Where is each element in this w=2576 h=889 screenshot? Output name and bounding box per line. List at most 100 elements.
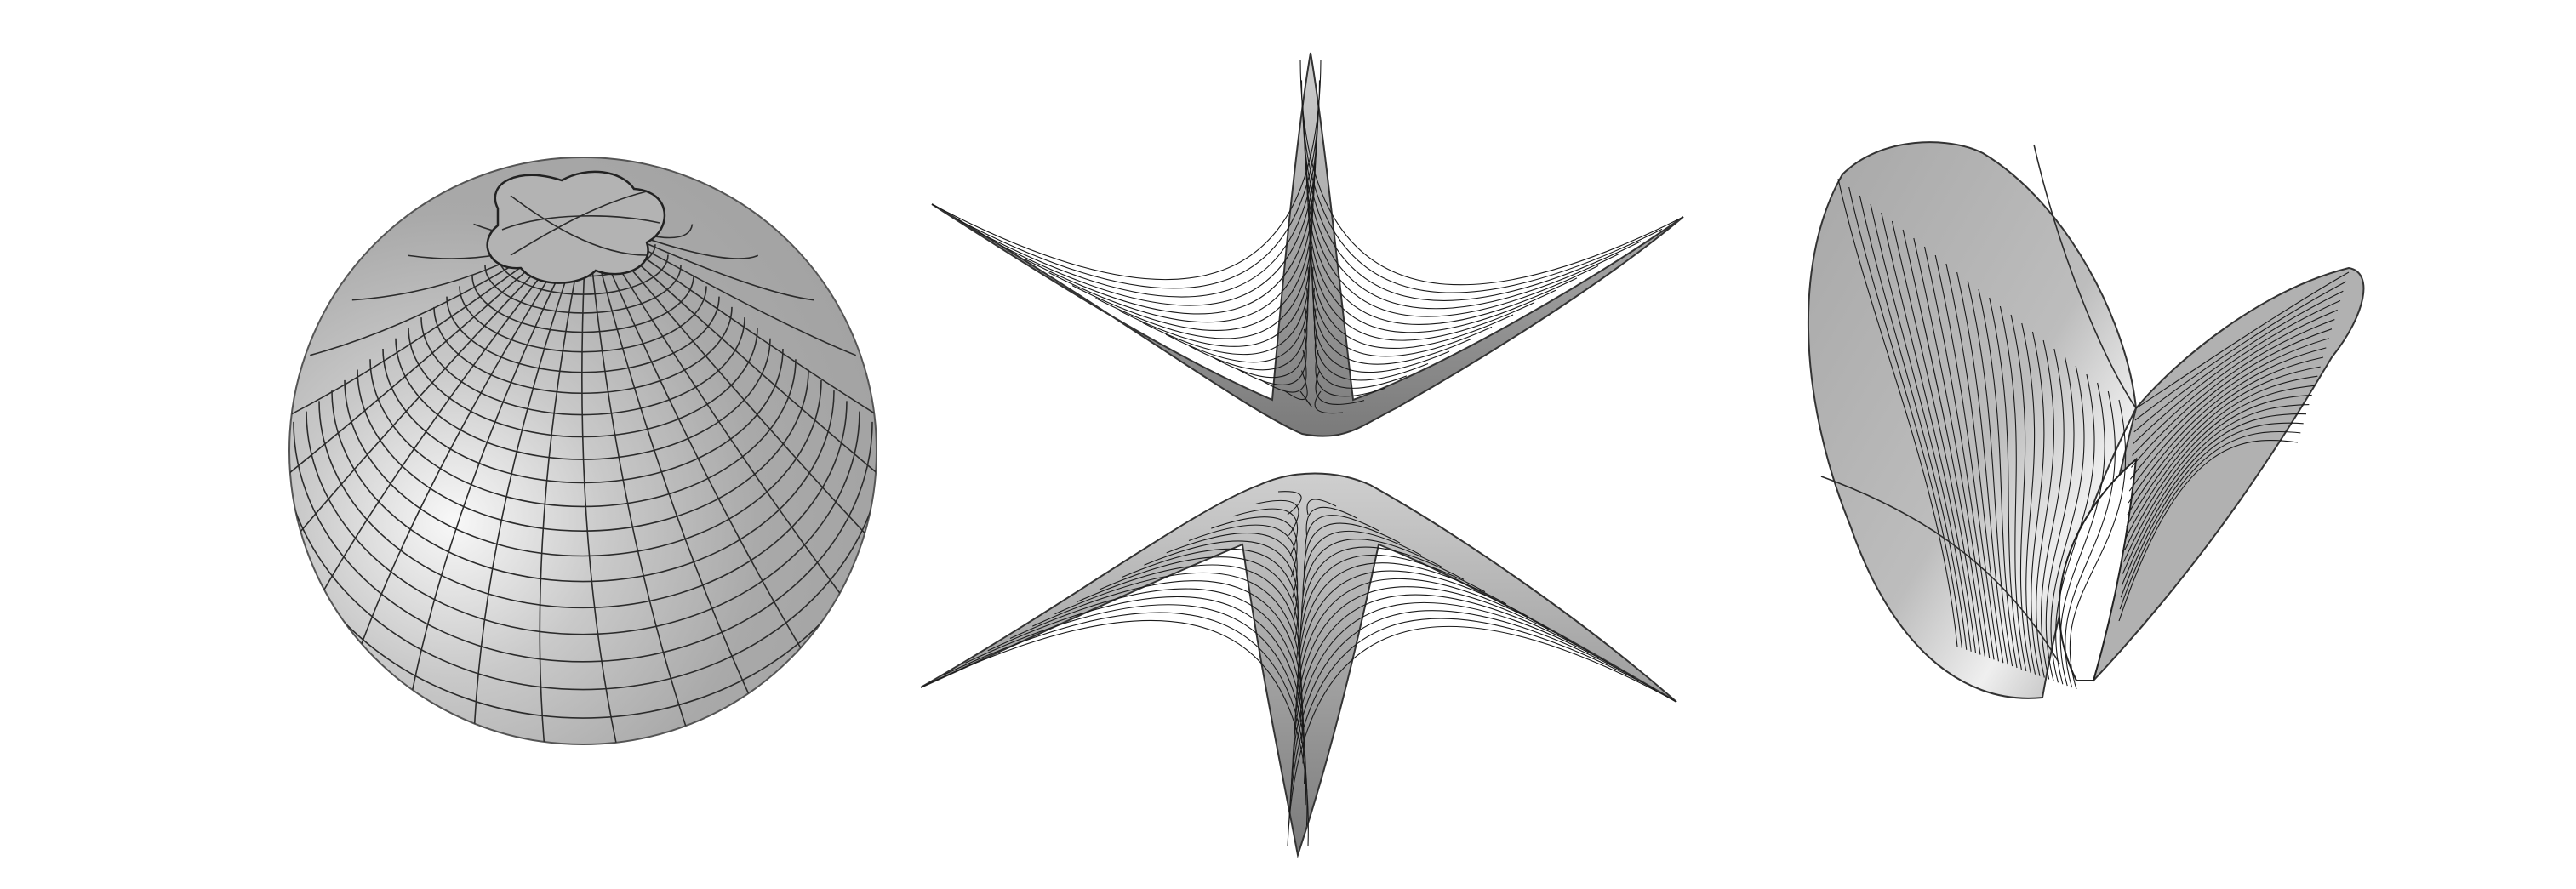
cusp-lower-line (1277, 491, 1302, 516)
saddle-right-line (2121, 413, 2307, 586)
sphere-cap-lines (501, 191, 660, 256)
saddle-left-line (1945, 263, 2004, 664)
cusp-upper-line (1299, 390, 1312, 407)
saddle-right-line (2133, 290, 2344, 433)
sphere-meridian-line (351, 216, 588, 670)
saddle-right-line (2131, 319, 2335, 468)
cusp-lower-line (1054, 572, 1302, 722)
saddle-left-line (1891, 220, 1981, 655)
cusp-lower-line (1305, 506, 1358, 536)
cusp-upper-line (1314, 328, 1408, 389)
sphere-latitude-line (318, 401, 848, 609)
cusp-lower-line (1294, 578, 1550, 722)
sphere-latitude-line (331, 390, 835, 583)
saddle-right-line (2123, 394, 2312, 562)
saddle-left-line (2050, 365, 2085, 683)
saddle-right-line (2128, 338, 2329, 492)
saddle-left-line (1859, 195, 1968, 650)
cusp-upper-line (1302, 100, 1642, 301)
saddle-right-line (2120, 422, 2304, 598)
saddle-seam-line (2033, 144, 2137, 409)
saddle-left-line (2065, 390, 2116, 688)
cusp-lower-line (1122, 548, 1299, 660)
cusp-lower-line (1305, 515, 1379, 556)
cusp-upper-line (1299, 59, 1684, 286)
cusp-upper-mesh (931, 59, 1684, 414)
cusp-lower-line (1287, 625, 1677, 847)
sphere-latitude-line (433, 306, 733, 395)
cusp-lower-line (1300, 539, 1443, 618)
cusp-lower-line (1009, 588, 1305, 764)
saddle-right-line (2125, 375, 2318, 539)
cusp-lower-line (1295, 570, 1528, 702)
saddle-right-line (2126, 366, 2321, 527)
sphere-meridian-line (586, 216, 814, 670)
cusp-upper-line (1118, 225, 1311, 347)
sphere-meridian-line (407, 216, 588, 715)
saddle-left-line (2045, 356, 2075, 681)
cusp-lower-line (1233, 508, 1299, 556)
saddle-right-line (2129, 328, 2333, 480)
saddle-right-line (2122, 404, 2310, 574)
sphere-latitude-line (357, 369, 809, 532)
cusp-upper-line (1300, 80, 1663, 293)
saddle-surface (1808, 141, 2365, 699)
saddle-left-line (1913, 237, 1991, 658)
saddle-seam-line (1820, 476, 2060, 664)
cusp-upper-line (978, 100, 1319, 298)
cusp-lower-line (1166, 533, 1299, 618)
saddle-left-line (2031, 331, 2045, 676)
cusp-upper-line (1303, 122, 1620, 310)
sphere-latitude-line (420, 317, 745, 416)
sphere-meridian-line (586, 216, 857, 615)
cusp-upper-line (1236, 328, 1307, 385)
saddle-right-line (2133, 299, 2341, 445)
cusp-surface (920, 52, 1684, 858)
saddle-left-line (2069, 399, 2127, 690)
saddle-left-line (2041, 348, 2065, 680)
cusp-lower (920, 472, 1677, 858)
cusp-upper-line (1305, 142, 1599, 317)
saddle-right-line (2119, 430, 2301, 610)
cusp-lower-line (1188, 524, 1298, 598)
saddle-left-line (1956, 271, 2008, 665)
cusp-upper-line (1315, 370, 1365, 406)
cusp-upper-line (931, 59, 1322, 281)
cusp-upper-line (1048, 162, 1316, 323)
cusp-upper-line (1310, 225, 1514, 349)
sphere-latitude-line (289, 432, 877, 691)
saddle-left-line (1978, 288, 2018, 669)
saddle-left-line (1934, 254, 2000, 662)
cusp-lower-line (1289, 610, 1635, 806)
saddle-left-line (1837, 178, 1958, 647)
saddle-left-line (2021, 322, 2036, 675)
cusp-lower-line (1298, 554, 1486, 660)
sphere-meridian-line (586, 216, 694, 744)
cusp-lower-line (1306, 499, 1337, 516)
saddle-right-line (2127, 356, 2324, 516)
saddle-left-line (2059, 382, 2105, 687)
cusp-lower-line (1290, 601, 1614, 784)
saddle-left-line (1902, 229, 1985, 657)
sphere-latitude-line (459, 286, 707, 353)
cusp-lower-mesh (920, 491, 1677, 847)
saddle-right-line (2135, 271, 2350, 409)
saddle-right-line (2124, 385, 2316, 550)
sphere-latitude-line (369, 359, 797, 508)
cusp-upper-line (1314, 390, 1344, 414)
cusp-upper-line (1315, 350, 1386, 397)
saddle-mesh (1820, 144, 2350, 690)
saddle-left-line (2010, 314, 2031, 673)
saddle-right-line (2134, 281, 2346, 421)
saddle-left-line (1870, 203, 1972, 652)
sphere-surface (288, 157, 877, 745)
cusp-upper-line (1002, 122, 1318, 306)
cusp-lower-line (943, 612, 1308, 826)
saddle-left-line (1881, 212, 1977, 653)
cusp-lower-line (965, 604, 1307, 806)
cusp-upper-line (1259, 350, 1307, 393)
cusp-lower-line (1288, 618, 1656, 826)
cusp-lower-line (1144, 540, 1299, 640)
saddle-right-line (2128, 347, 2327, 504)
